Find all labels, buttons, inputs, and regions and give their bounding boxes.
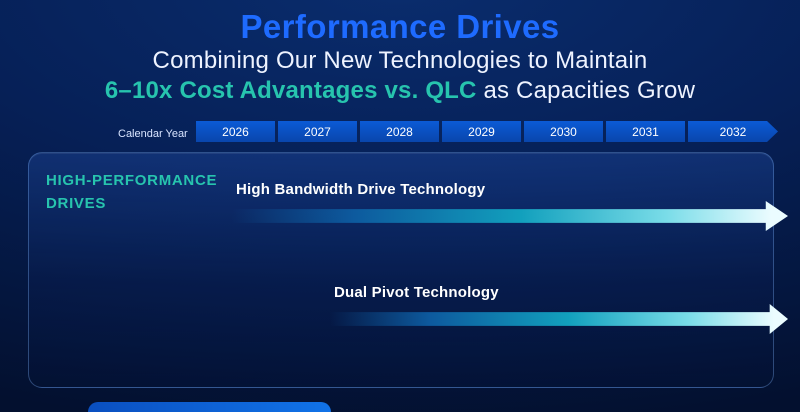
subtitle-rest: as Capacities Grow — [476, 77, 696, 104]
subtitle-highlight: 6–10x Cost Advantages vs. QLC — [104, 77, 477, 104]
year-chip: 2031 — [606, 121, 685, 142]
year-chip: 2029 — [442, 121, 521, 142]
tech-arrow-label: Dual Pivot Technology — [334, 284, 499, 301]
roadmap-panel — [28, 152, 774, 388]
tech-arrow-label: High Bandwidth Drive Technology — [236, 181, 486, 198]
category-label: HIGH-PERFORMANCE DRIVES — [46, 172, 218, 212]
year-chip: 2028 — [360, 121, 439, 142]
partial-bottom-bar — [88, 402, 331, 412]
year-chip: 2030 — [524, 121, 603, 142]
subtitle-line-2: 6–10x Cost Advantages vs. QLC as Capacit… — [0, 77, 800, 105]
year-chip-arrow: 2032 — [688, 121, 778, 142]
page-title: Performance Drives — [240, 8, 560, 45]
year-chip: 2026 — [196, 121, 275, 142]
calendar-year-label: Calendar Year — [118, 128, 188, 140]
timeline-years: 2026 2027 2028 2029 2030 2031 2032 — [196, 121, 778, 142]
year-chip: 2027 — [278, 121, 357, 142]
subtitle-line-1: Combining Our New Technologies to Mainta… — [152, 47, 648, 74]
